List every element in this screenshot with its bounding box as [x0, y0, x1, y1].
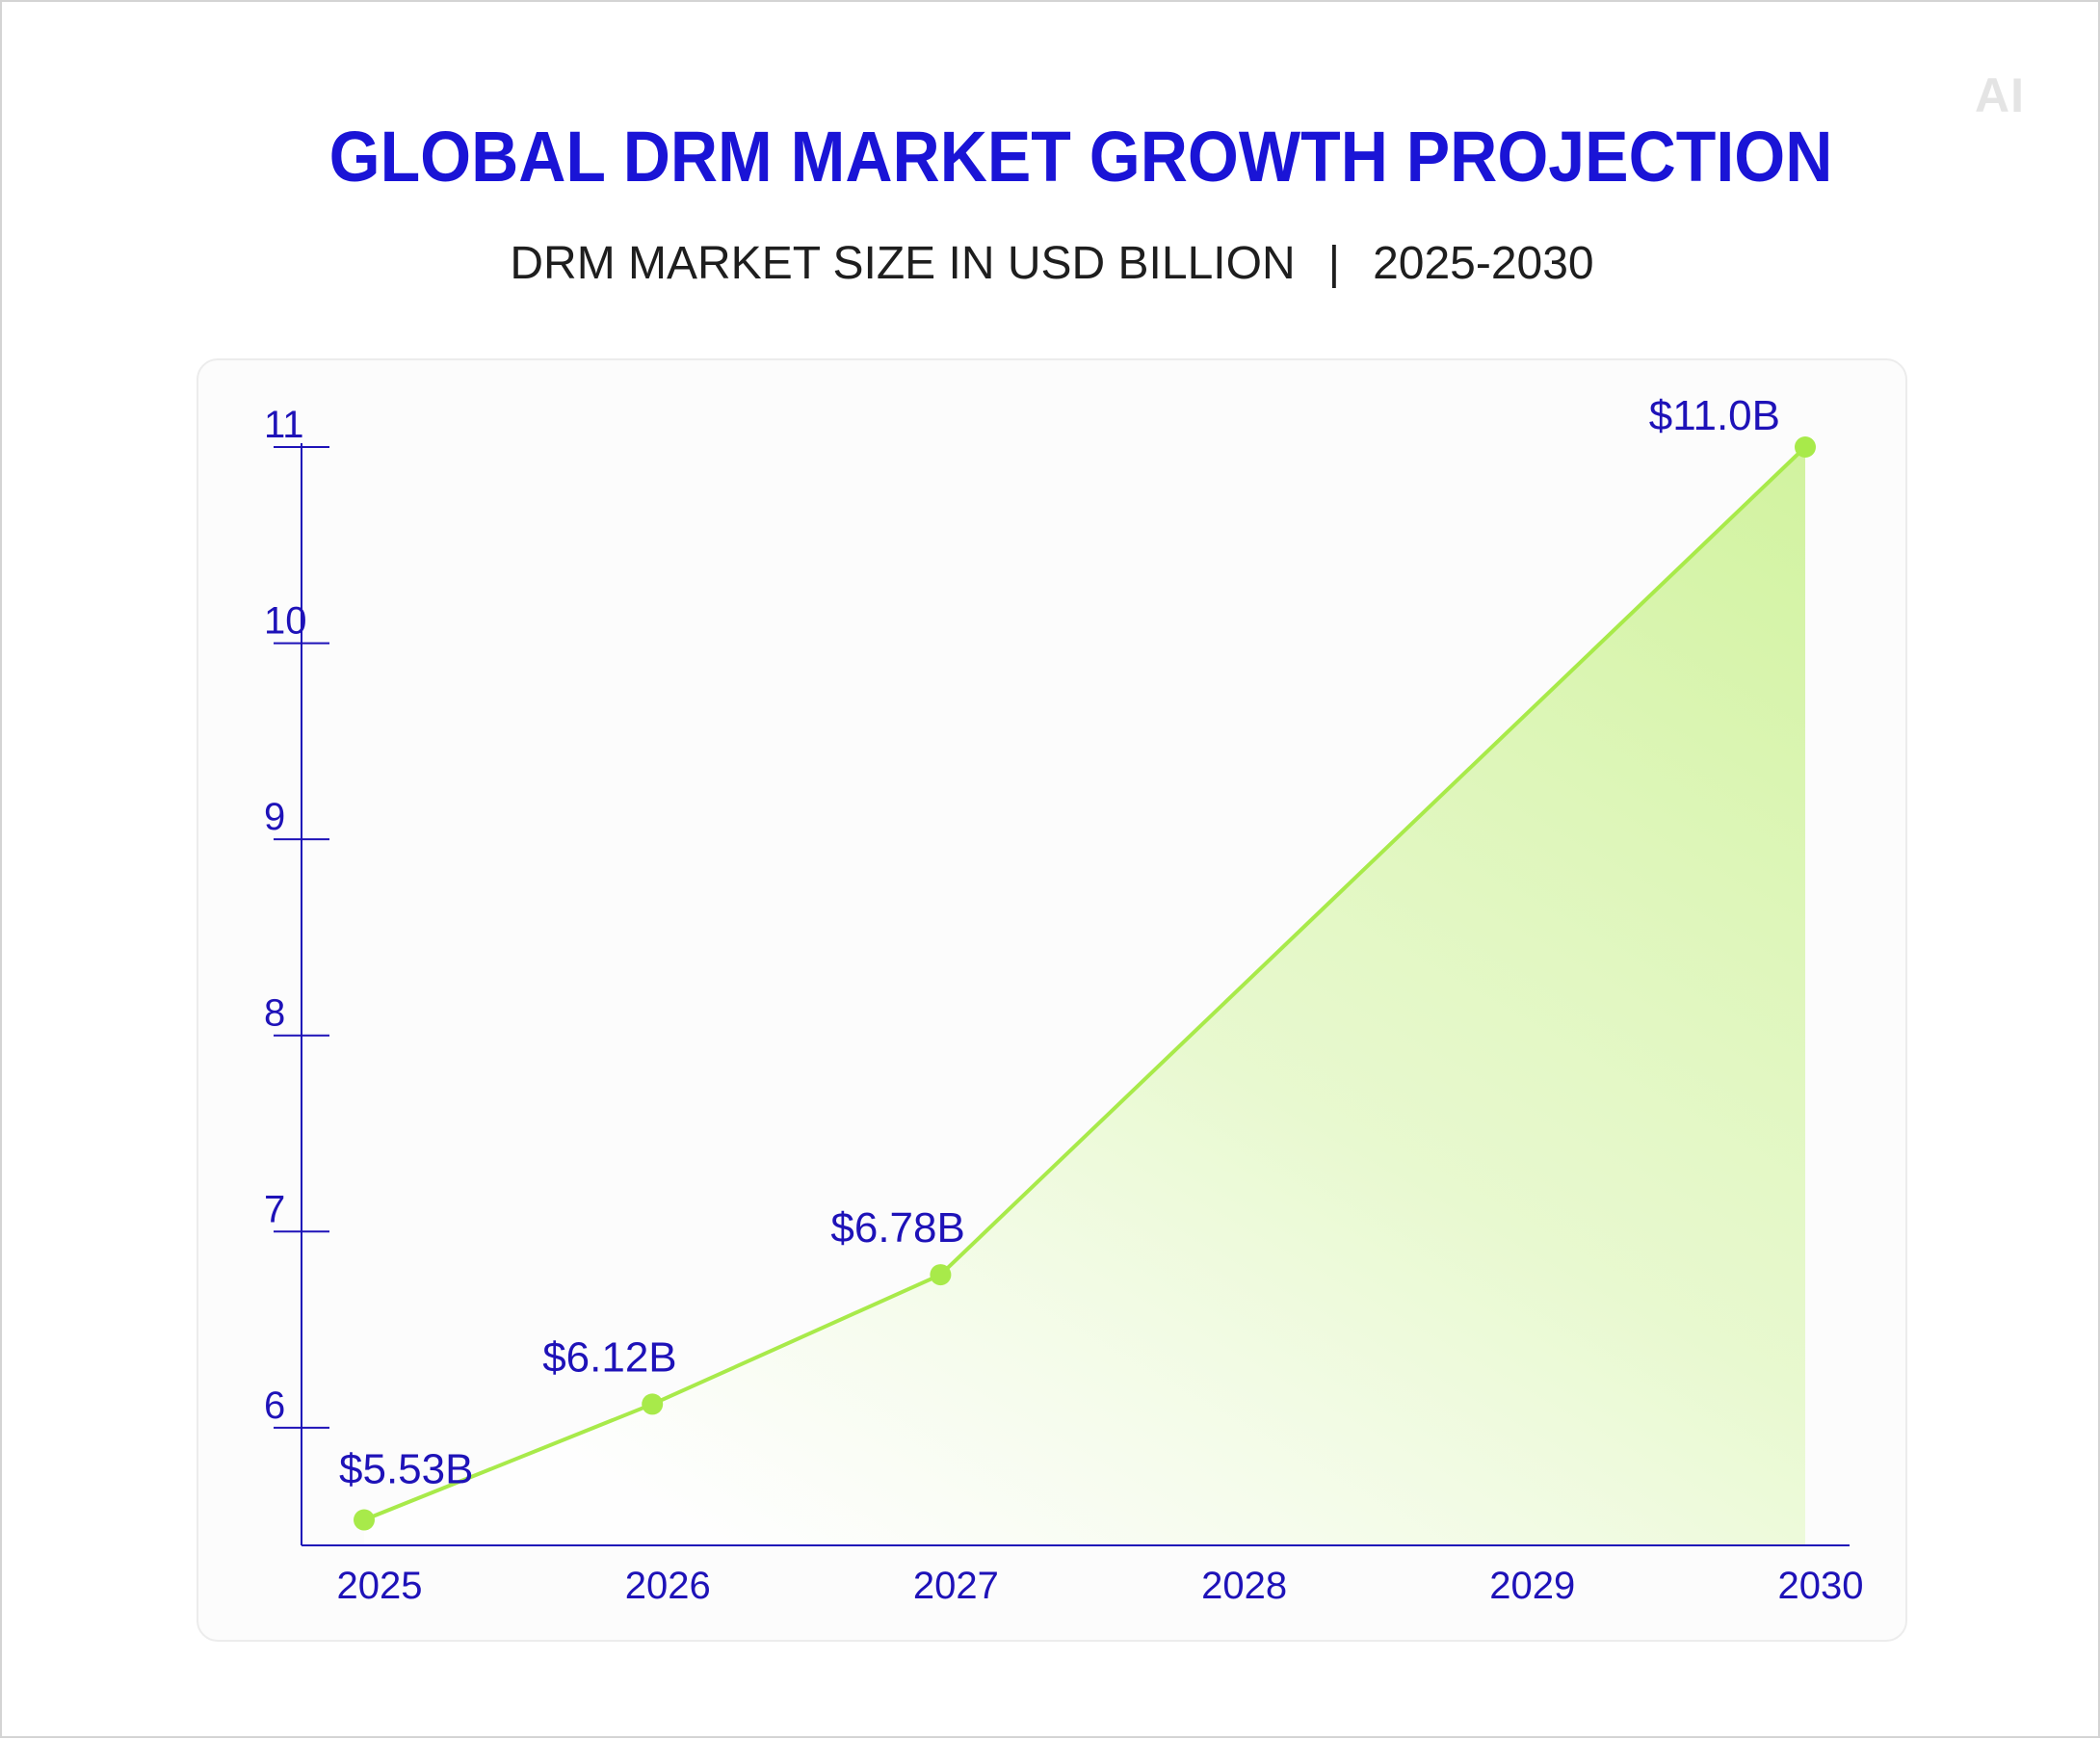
area-fill: [364, 447, 1805, 1545]
data-label: $6.12B: [542, 1333, 676, 1381]
y-tick-label: 10: [264, 600, 307, 643]
x-tick-label: 2029: [1489, 1565, 1575, 1607]
subtitle-unit: DRM MARKET SIZE IN USD BILLION: [510, 238, 1296, 289]
y-tick-label: 11: [264, 404, 304, 446]
series-line: [363, 445, 1807, 1522]
data-point: [930, 1264, 952, 1286]
chart-subtitle: DRM MARKET SIZE IN USD BILLION | 2025-2030: [2, 237, 2100, 290]
y-tick-label: 8: [264, 992, 285, 1035]
data-label: $6.78B: [830, 1204, 964, 1252]
data-label: $11.0B: [1649, 392, 1780, 439]
x-tick-label: 2027: [913, 1565, 999, 1607]
x-tick-label: 2025: [337, 1565, 423, 1607]
x-tick-label: 2030: [1778, 1565, 1864, 1607]
brand-logo: AI: [1975, 68, 2025, 122]
data-point: [642, 1393, 664, 1415]
data-point: [354, 1509, 375, 1531]
y-tick-label: 9: [264, 796, 285, 838]
x-tick-label: 2026: [625, 1565, 711, 1607]
data-label: $5.53B: [339, 1446, 473, 1493]
chart-title: GLOBAL DRM MARKET GROWTH PROJECTION: [328, 117, 1833, 197]
y-tick-label: 6: [264, 1384, 285, 1427]
y-tick-label: 7: [264, 1188, 285, 1230]
subtitle-separator: |: [1327, 238, 1341, 289]
subtitle-range: 2025-2030: [1373, 238, 1594, 289]
x-tick-label: 2028: [1201, 1565, 1287, 1607]
data-point: [1795, 436, 1816, 458]
